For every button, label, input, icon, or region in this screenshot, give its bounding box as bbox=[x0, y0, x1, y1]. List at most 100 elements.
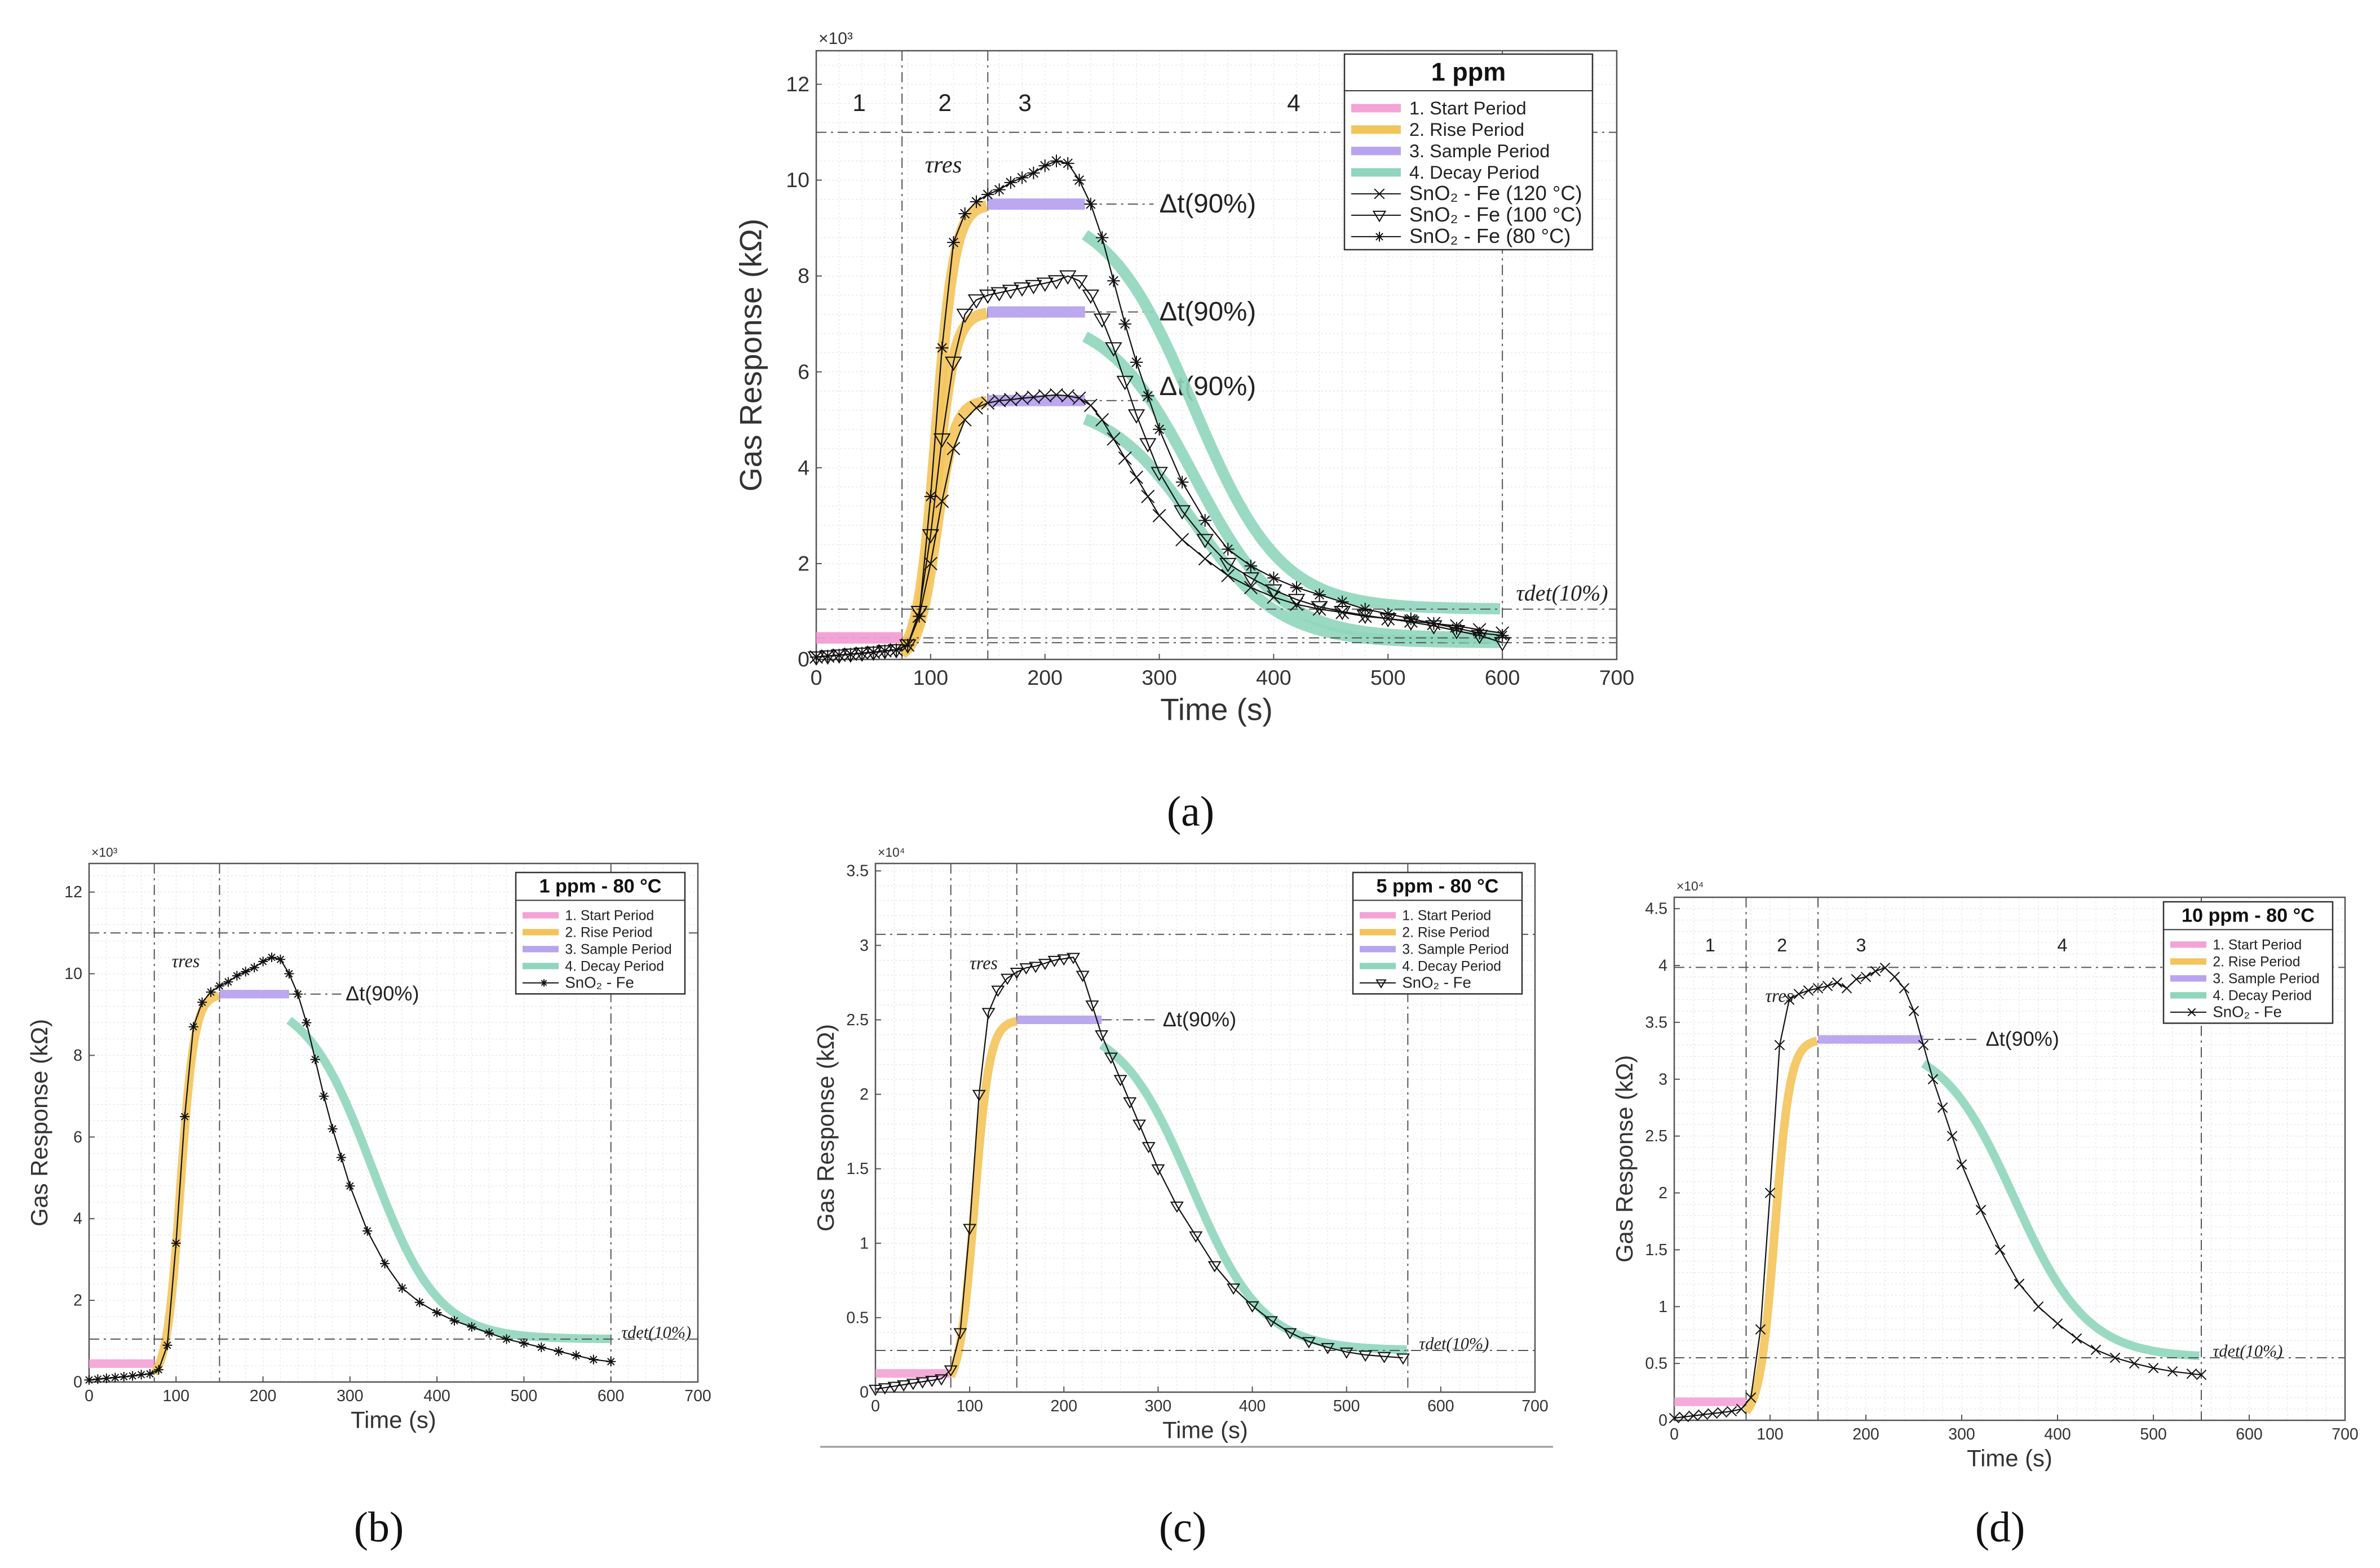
data-point bbox=[1130, 470, 1143, 484]
x-axis-title: Time (s) bbox=[1160, 692, 1273, 727]
rise-period-curve bbox=[946, 1017, 1018, 1379]
legend-entry: 4. Decay Period bbox=[565, 959, 664, 974]
legend-entry: 4. Decay Period bbox=[1409, 162, 1540, 183]
legend-entry: SnO₂ - Fe (100 °C) bbox=[1409, 203, 1582, 226]
data-point bbox=[1889, 971, 1900, 982]
data-point bbox=[1832, 977, 1843, 988]
y-exponent: ×10⁴ bbox=[878, 845, 905, 860]
y-tick-label: 0.5 bbox=[846, 1309, 869, 1327]
x-tick-label: 400 bbox=[423, 1387, 450, 1405]
data-point bbox=[1774, 1040, 1785, 1051]
y-tick-label: 1.5 bbox=[846, 1160, 869, 1178]
data-point bbox=[979, 289, 997, 304]
legend-entry: SnO₂ - Fe bbox=[2213, 1003, 2281, 1020]
caption-d: (d) bbox=[1975, 1504, 2025, 1551]
decay-period-curve bbox=[1082, 331, 1501, 644]
data-point bbox=[935, 341, 949, 355]
y-axis-title: Gas Response (kΩ) bbox=[26, 1019, 52, 1226]
data-point bbox=[1196, 534, 1214, 548]
data-point bbox=[833, 649, 846, 662]
data-point bbox=[1139, 438, 1157, 453]
data-point bbox=[901, 639, 914, 652]
data-point bbox=[1302, 1337, 1316, 1349]
data-point bbox=[1245, 1301, 1259, 1313]
data-point bbox=[1061, 157, 1074, 170]
data-point bbox=[153, 1365, 163, 1375]
data-point bbox=[1812, 983, 1824, 994]
data-point bbox=[1002, 285, 1020, 299]
legend-entry: 1. Start Period bbox=[1409, 98, 1527, 118]
tau-det-label: τdet(10%) bbox=[1516, 581, 1608, 606]
data-series bbox=[868, 953, 1410, 1396]
data-point bbox=[1061, 389, 1075, 403]
data-point bbox=[145, 1368, 155, 1379]
data-point bbox=[110, 1372, 120, 1383]
data-point bbox=[1152, 508, 1166, 522]
data-point bbox=[972, 1089, 986, 1101]
data-point bbox=[284, 969, 294, 979]
x-tick-label: 700 bbox=[1599, 666, 1635, 689]
data-point bbox=[953, 1328, 967, 1340]
caption-c: (c) bbox=[1159, 1504, 1206, 1551]
y-tick-label: 2 bbox=[860, 1086, 869, 1104]
data-point bbox=[1175, 533, 1189, 547]
data-point bbox=[1335, 595, 1349, 609]
data-point bbox=[1072, 391, 1086, 405]
tau-res-label: τres bbox=[1766, 986, 1794, 1006]
x-tick-label: 200 bbox=[1027, 666, 1063, 689]
data-point bbox=[1899, 983, 1910, 994]
data-point bbox=[1339, 1347, 1353, 1359]
legend-entry: 4. Decay Period bbox=[1402, 959, 1501, 974]
x-tick-label: 600 bbox=[2236, 1425, 2263, 1443]
delta-t-label: Δt(90%) bbox=[1160, 371, 1257, 401]
data-point bbox=[2090, 1344, 2102, 1356]
data-point bbox=[1123, 1097, 1137, 1109]
decay-period-curve bbox=[1921, 1060, 2200, 1361]
x-tick-label: 100 bbox=[956, 1397, 983, 1415]
data-point bbox=[1803, 985, 1814, 996]
data-point bbox=[1057, 954, 1071, 966]
data-point bbox=[127, 1371, 138, 1381]
data-point bbox=[1076, 971, 1090, 982]
data-point bbox=[1382, 607, 1395, 621]
data-point bbox=[878, 644, 891, 657]
data-point bbox=[1227, 1283, 1241, 1295]
x-tick-label: 400 bbox=[1256, 666, 1291, 689]
data-point bbox=[467, 1322, 477, 1332]
series-line bbox=[89, 956, 611, 1381]
legend-title: 1 ppm - 80 °C bbox=[539, 876, 662, 897]
data-point bbox=[935, 494, 949, 508]
data-point bbox=[571, 1350, 581, 1361]
data-point bbox=[2052, 1318, 2063, 1329]
data-point bbox=[970, 195, 983, 209]
legend-entry: 2. Rise Period bbox=[1402, 925, 1489, 940]
data-point bbox=[1851, 973, 1862, 985]
data-point bbox=[933, 433, 951, 448]
y-tick-label: 3.5 bbox=[1645, 1013, 1667, 1031]
data-point bbox=[214, 981, 224, 991]
data-point bbox=[136, 1370, 147, 1380]
plot-frame bbox=[1673, 896, 2346, 1421]
data-point bbox=[310, 1055, 320, 1065]
data-point bbox=[1764, 1188, 1776, 1198]
data-point bbox=[302, 1017, 312, 1028]
data-series bbox=[1669, 962, 2207, 1424]
tau-det-label: τdet(10%) bbox=[621, 1323, 691, 1342]
x-tick-label: 700 bbox=[1521, 1397, 1549, 1415]
data-point bbox=[934, 1374, 949, 1386]
y-tick-label: 2 bbox=[73, 1292, 82, 1310]
data-point bbox=[1095, 231, 1109, 244]
y-exponent: ×10⁴ bbox=[1676, 879, 1704, 893]
data-point bbox=[1142, 1142, 1156, 1154]
data-point bbox=[1151, 467, 1168, 481]
data-point bbox=[1450, 622, 1463, 635]
data-point bbox=[1207, 1261, 1222, 1273]
data-point bbox=[958, 413, 972, 427]
y-tick-label: 2.5 bbox=[846, 1011, 869, 1029]
series-line bbox=[875, 956, 1404, 1390]
data-point bbox=[206, 987, 216, 997]
data-point bbox=[380, 1259, 390, 1269]
data-point bbox=[2196, 1370, 2207, 1380]
data-point bbox=[1335, 605, 1350, 619]
